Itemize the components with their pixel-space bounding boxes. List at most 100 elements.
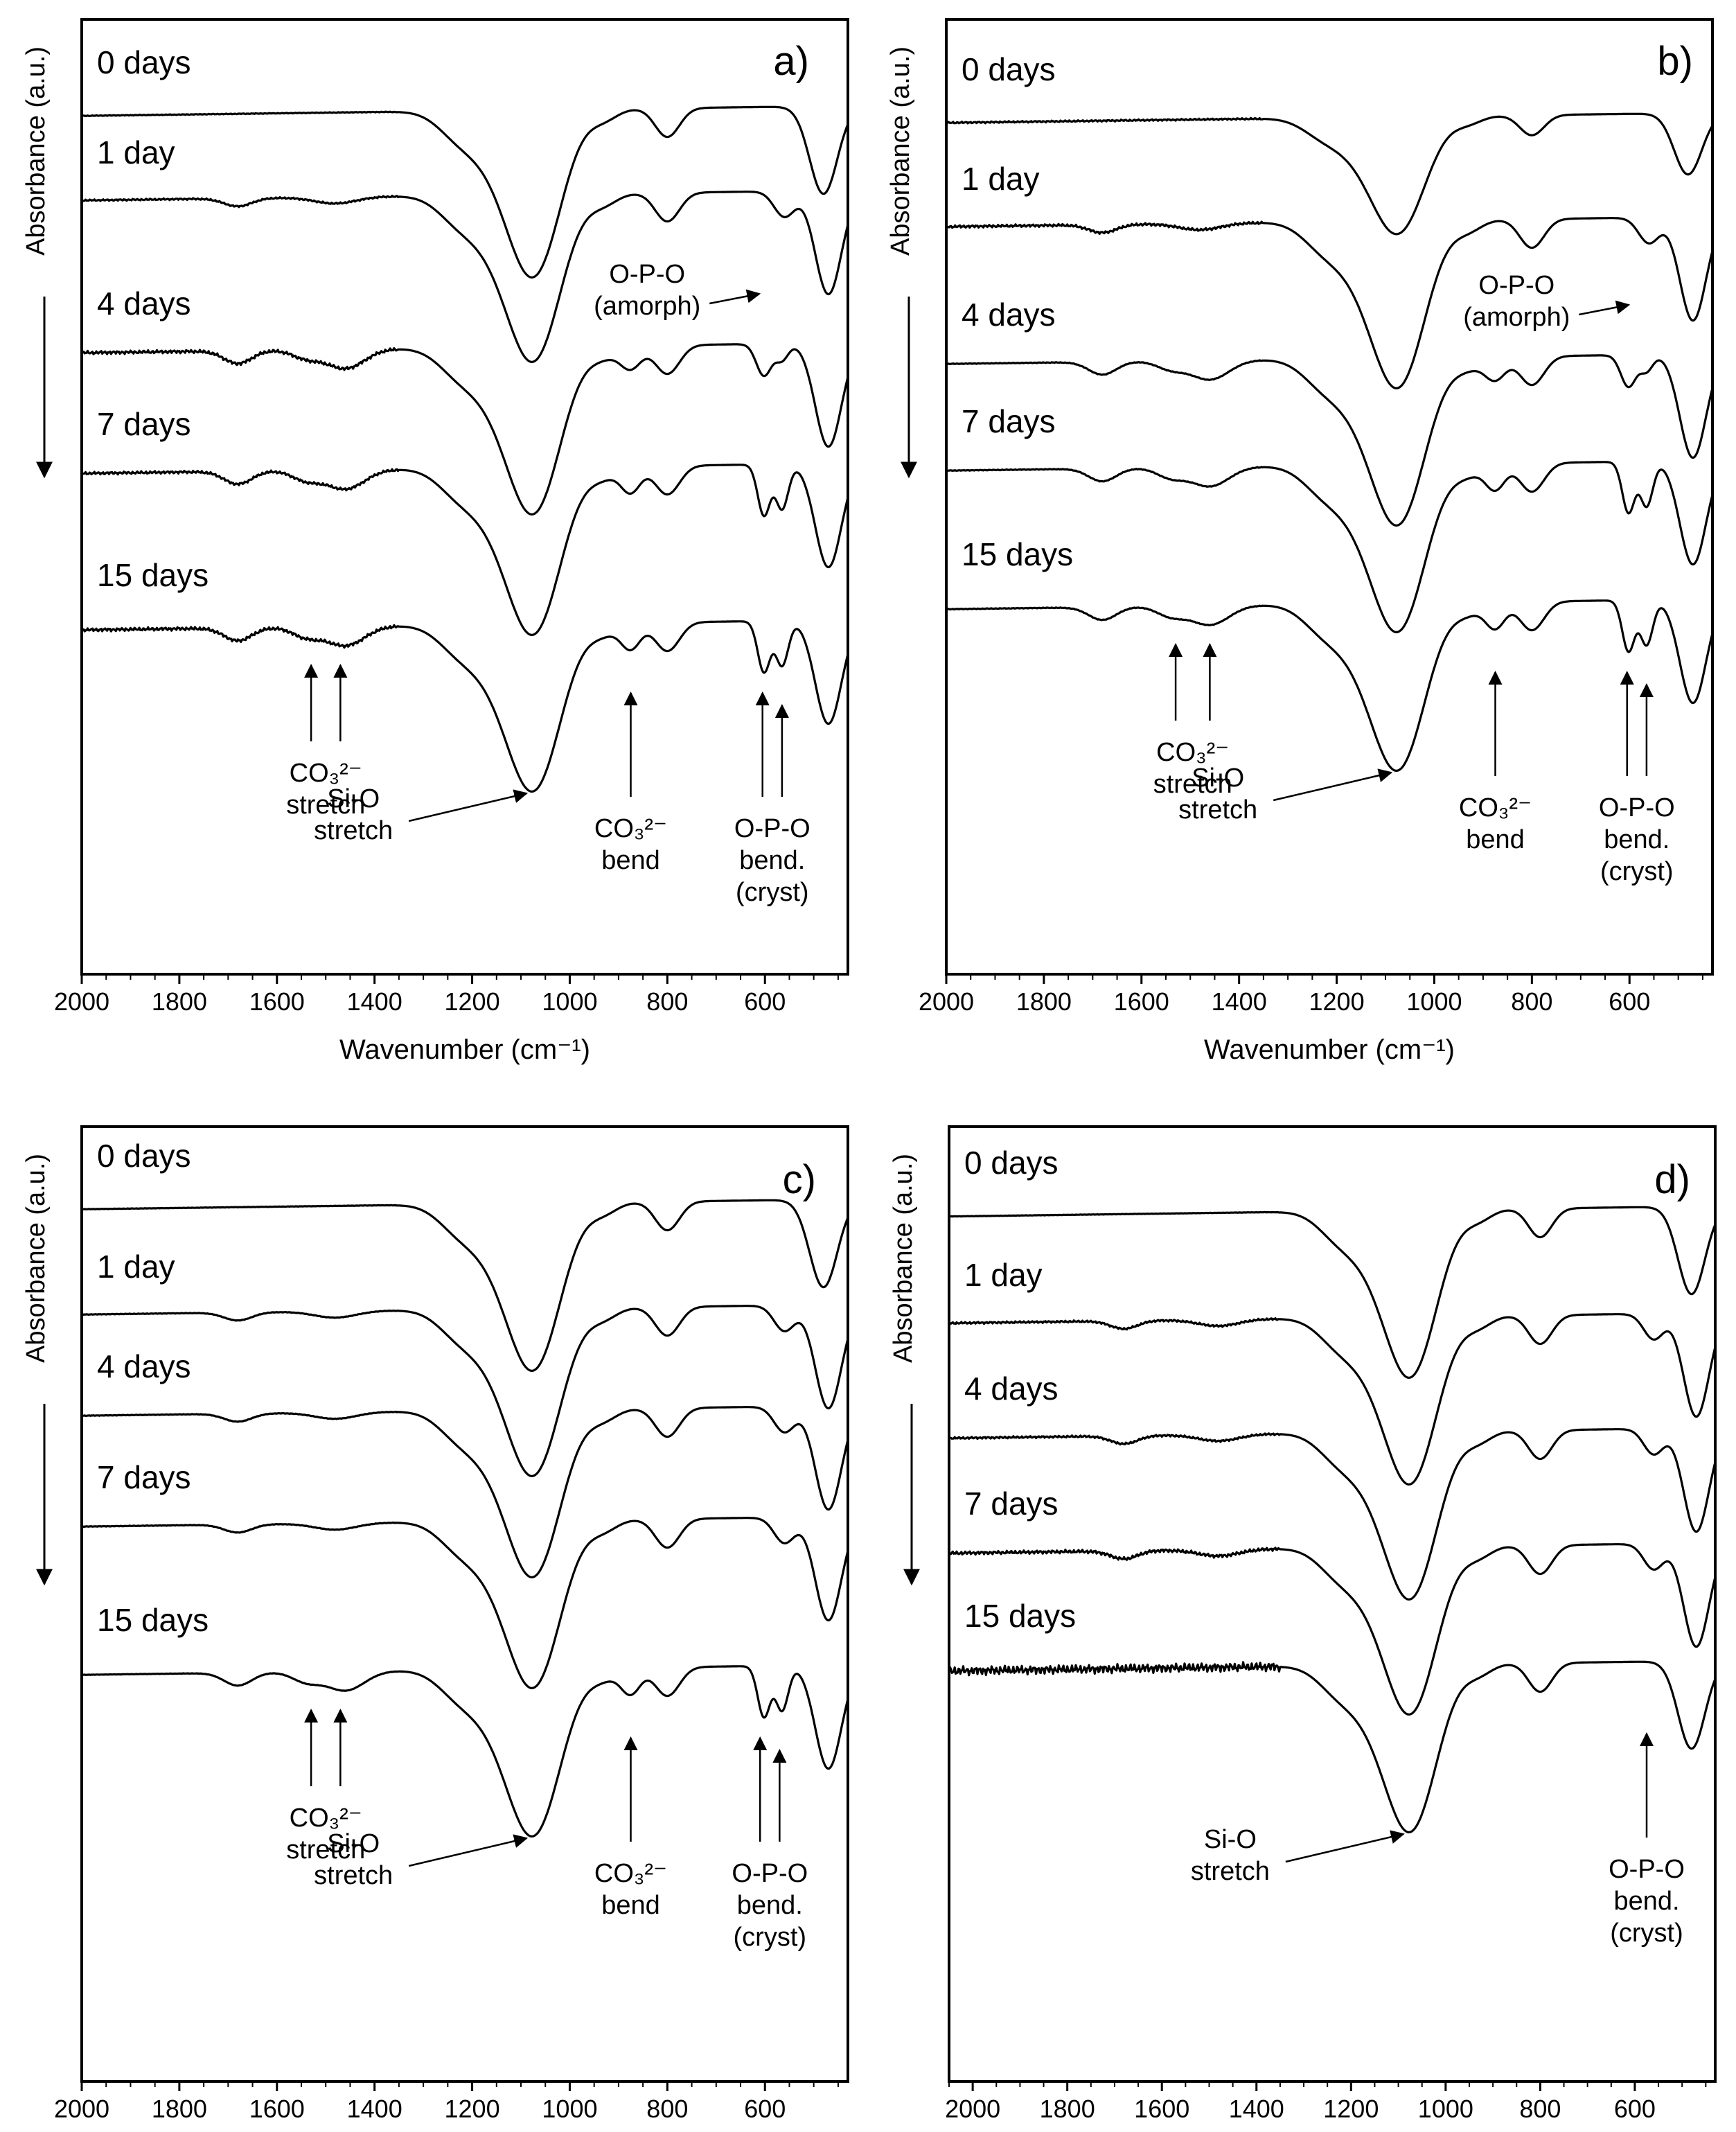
series-label-0-days: 0 days xyxy=(97,44,191,80)
x-tick-label: 1000 xyxy=(542,987,597,1016)
y-axis-title: Absorbance (a.u.) xyxy=(21,46,51,256)
panel-label: a) xyxy=(773,39,809,84)
annotation-text: CO₃²⁻ bend xyxy=(594,1859,667,1920)
x-tick-label: 1600 xyxy=(249,987,305,1016)
x-tick-label: 1200 xyxy=(1309,987,1365,1016)
annotation-line: CO₃²⁻ xyxy=(290,1804,362,1833)
panel-label: b) xyxy=(1657,39,1693,84)
spectrum-0-days xyxy=(81,105,849,279)
annotation-line: CO₃²⁻ xyxy=(290,759,362,788)
x-tick-label: 1200 xyxy=(445,987,500,1016)
panel-label: c) xyxy=(783,1157,816,1202)
annotation-line: Si-O xyxy=(1204,1825,1257,1854)
annotation-line: bend. xyxy=(737,1891,803,1920)
annotation-line: bend. xyxy=(1604,825,1669,854)
annotation-line: stretch xyxy=(314,816,393,845)
spectrum-4-days xyxy=(81,1406,849,1578)
spectrum-15-days xyxy=(80,620,849,793)
annotation-line: stretch xyxy=(286,1835,365,1865)
annotation-line: CO₃²⁻ xyxy=(1459,793,1532,822)
annotation-text: O-P-O (amorph) xyxy=(594,260,700,321)
annotation-arrow xyxy=(1273,768,1393,802)
plot-frame xyxy=(80,18,849,976)
plot-frame xyxy=(945,18,1714,976)
annotation-line: CO₃²⁻ xyxy=(594,1859,667,1888)
annotation-line: bend xyxy=(1466,825,1525,854)
x-tick-label: 1600 xyxy=(249,2095,305,2123)
panels: 2000 1800 1600 1400 1200 1000 800 600 Wavenumber… xyxy=(21,18,1717,2123)
annotation-line: Si-O xyxy=(327,784,380,813)
series-label-15-days: 15 days xyxy=(964,1598,1076,1634)
annotation-line: O-P-O xyxy=(609,260,685,289)
annotation-opo-amorph: O-P-O (amorph) xyxy=(594,260,761,321)
annotation-line: O-P-O xyxy=(734,814,811,843)
series-label-4-days: 4 days xyxy=(962,297,1056,333)
panel-a: 2000 1800 1600 1400 1200 1000 800 600 Wavenumber… xyxy=(21,18,849,1065)
series-label-4-days: 4 days xyxy=(97,285,191,321)
x-tick-label: 600 xyxy=(1614,2095,1656,2123)
series-label-7-days: 7 days xyxy=(97,1459,191,1495)
x-tick-label: 800 xyxy=(646,987,688,1016)
x-tick-label: 800 xyxy=(1511,987,1552,1016)
annotation-line: (cryst) xyxy=(734,1923,807,1952)
x-tick-label: 800 xyxy=(646,2095,688,2123)
spectrum-1-day xyxy=(948,1313,1717,1486)
annotation-opo-cryst: O-P-O bend. (cryst) xyxy=(1599,671,1675,886)
series-label-1-day: 1 day xyxy=(97,134,175,170)
annotation-line: (cryst) xyxy=(1600,857,1674,886)
x-tick-label: 2000 xyxy=(54,2095,109,2123)
annotation-text: Si-O stretch xyxy=(1178,764,1257,825)
series-label-0-days: 0 days xyxy=(964,1145,1059,1181)
annotation-line: CO₃²⁻ xyxy=(594,814,667,843)
spectrum-0-days xyxy=(948,1206,1717,1379)
series-label-7-days: 7 days xyxy=(962,403,1056,439)
panel-c: 200018001600140012001000800600Wavenumber… xyxy=(21,1125,849,2123)
annotation-line: O-P-O xyxy=(1478,271,1555,300)
series-label-0-days: 0 days xyxy=(962,51,1056,87)
annotation-line: bend. xyxy=(1613,1887,1679,1916)
x-tick-label: 1400 xyxy=(347,987,402,1016)
x-tick-label: 1800 xyxy=(152,2095,207,2123)
annotation-line: (amorph) xyxy=(1463,303,1570,332)
annotation-line: (cryst) xyxy=(1610,1919,1683,1948)
annotation-line: (cryst) xyxy=(736,878,809,907)
x-tick-label: 1200 xyxy=(445,2095,500,2123)
annotation-text: O-P-O bend. (cryst) xyxy=(1609,1855,1685,1948)
annotation-opo-cryst: O-P-O bend. (cryst) xyxy=(1609,1732,1685,1948)
series-label-7-days: 7 days xyxy=(97,406,191,442)
spectrum-7-days xyxy=(81,464,849,636)
x-tick-label: 2000 xyxy=(54,987,109,1016)
annotation-sio-stretch: Si-O stretch xyxy=(1178,764,1393,825)
annotation-line: bend. xyxy=(739,846,805,875)
annotation-text: O-P-O (amorph) xyxy=(1463,271,1570,332)
x-tick-label: 600 xyxy=(744,987,786,1016)
annotation-text: Si-O stretch xyxy=(1191,1825,1270,1886)
annotation-line: Si-O xyxy=(1192,764,1244,793)
series-label-15-days: 15 days xyxy=(97,557,209,593)
annotation-sio-stretch: Si-O stretch xyxy=(314,1829,529,1890)
annotation-text: CO₃²⁻ bend xyxy=(1459,793,1532,854)
y-axis-title: Absorbance (a.u.) xyxy=(21,1154,51,1363)
annotation-line: O-P-O xyxy=(1609,1855,1685,1884)
panel-d: 200018001600140012001000800600Wavenumber… xyxy=(889,1125,1717,2123)
x-tick-label: 1600 xyxy=(1114,987,1169,1016)
spectrum-15-days xyxy=(81,1665,849,1838)
annotation-arrow xyxy=(1285,1830,1405,1863)
x-tick-label: 1400 xyxy=(347,2095,402,2123)
annotation-co3-bend: CO₃²⁻ bend xyxy=(594,1736,667,1920)
annotation-text: CO₃²⁻ stretch xyxy=(286,1804,365,1865)
x-tick-label: 1800 xyxy=(152,987,207,1016)
annotation-line: bend xyxy=(601,1891,660,1920)
spectrum-1-day xyxy=(945,217,1714,389)
annotation-co3-bend: CO₃²⁻ bend xyxy=(1459,671,1532,854)
annotation-opo-cryst: O-P-O bend. (cryst) xyxy=(732,1736,808,1952)
x-axis-title: Wavenumber (cm⁻¹) xyxy=(1204,1034,1455,1065)
annotation-line: stretch xyxy=(1153,770,1232,799)
annotation-line: stretch xyxy=(1191,1857,1270,1886)
annotation-sio-stretch: Si-O stretch xyxy=(1191,1825,1405,1886)
series-label-15-days: 15 days xyxy=(962,536,1073,572)
x-tick-label: 1600 xyxy=(1134,2095,1189,2123)
x-tick-label: 1400 xyxy=(1212,987,1267,1016)
x-tick-label: 1800 xyxy=(1040,2095,1095,2123)
series-label-4-days: 4 days xyxy=(97,1348,191,1384)
